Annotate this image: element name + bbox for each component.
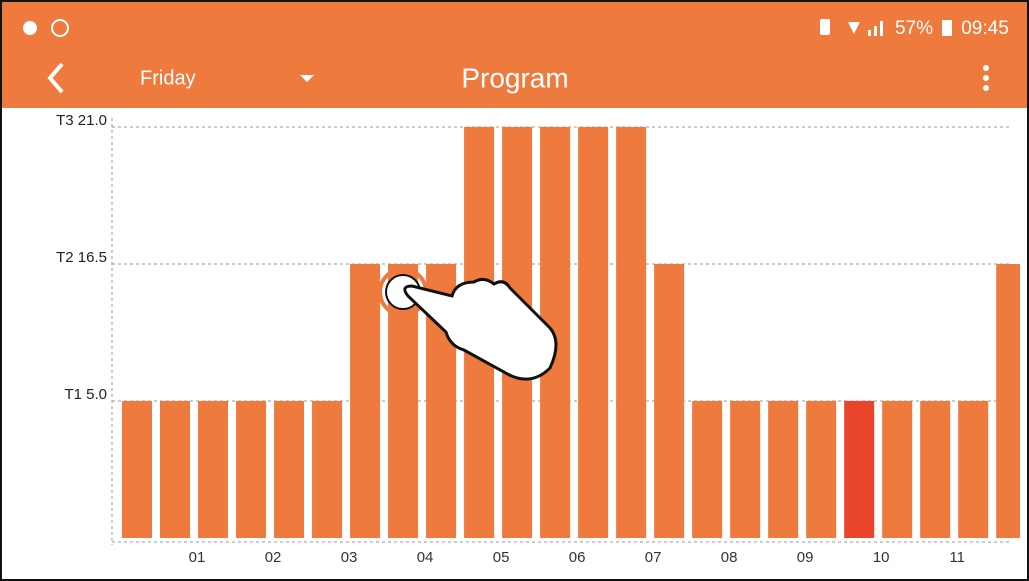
status-icons [23, 19, 952, 37]
x-tick-label: 10 [873, 549, 890, 566]
x-tick-label: 11 [949, 549, 965, 566]
bar[interactable] [692, 401, 723, 538]
title: Program [461, 62, 568, 93]
bar[interactable] [806, 401, 837, 538]
touch-hand [378, 267, 558, 381]
bar[interactable] [312, 401, 343, 538]
bar[interactable] [350, 264, 381, 538]
day-selector[interactable]: Friday [140, 67, 196, 89]
x-tick-label: 01 [189, 549, 206, 566]
battery: 57% [895, 18, 933, 39]
menu-button[interactable] [983, 65, 989, 91]
y-tick-label: T2 16.5 [56, 249, 107, 266]
x-tick-label: 02 [265, 549, 282, 566]
bar[interactable] [578, 127, 609, 538]
bar[interactable] [844, 401, 875, 538]
y-tick-label: T1 5.0 [64, 386, 107, 403]
bar[interactable] [198, 401, 229, 538]
bar[interactable] [768, 401, 799, 538]
app-bar [0, 0, 1029, 108]
x-tick-label: 05 [493, 549, 510, 566]
x-tick-label: 07 [645, 549, 662, 566]
bar[interactable] [236, 401, 267, 538]
bar[interactable] [160, 401, 191, 538]
bar[interactable] [122, 401, 153, 538]
y-tick-label: T3 21.0 [56, 112, 107, 129]
dropdown-arrow[interactable] [300, 75, 314, 82]
back-button[interactable] [47, 62, 64, 94]
bar[interactable] [996, 264, 1026, 538]
clock: 09:45 [961, 18, 1009, 39]
x-tick-label: 03 [341, 549, 358, 566]
x-tick-label: 09 [797, 549, 814, 566]
bar[interactable] [730, 401, 761, 538]
bar[interactable] [958, 401, 989, 538]
x-tick-label: 04 [417, 549, 434, 566]
bar[interactable] [654, 264, 685, 538]
bar[interactable] [274, 401, 305, 538]
bar[interactable] [616, 127, 647, 538]
bar[interactable] [882, 401, 913, 538]
bar[interactable] [920, 401, 951, 538]
x-tick-label: 08 [721, 549, 738, 566]
x-tick-label: 06 [569, 549, 586, 566]
